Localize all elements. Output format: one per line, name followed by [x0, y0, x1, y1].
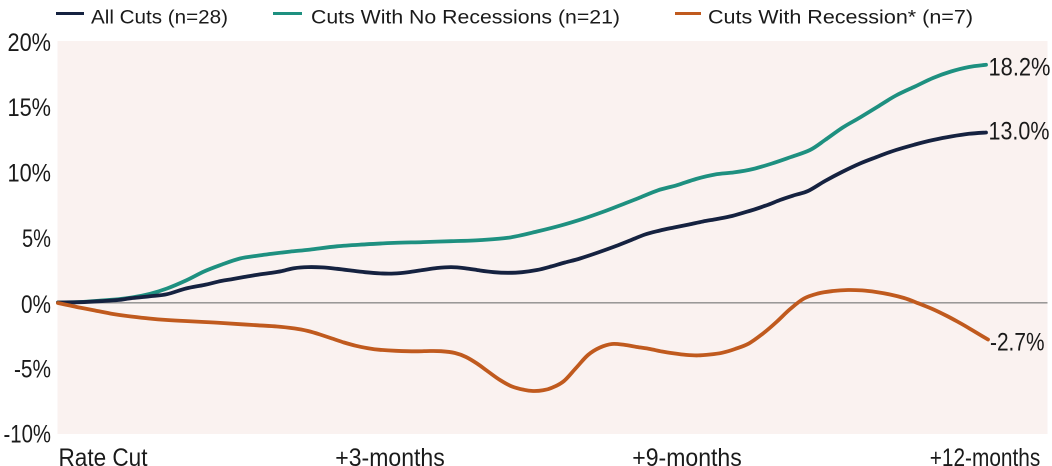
- svg-text:10%: 10%: [8, 160, 52, 188]
- svg-text:+3-months: +3-months: [335, 444, 445, 466]
- svg-text:15%: 15%: [8, 94, 52, 122]
- svg-text:Cuts With No Recessions (n=21): Cuts With No Recessions (n=21): [311, 6, 620, 28]
- svg-text:+9-months: +9-months: [632, 444, 742, 466]
- svg-text:All Cuts (n=28): All Cuts (n=28): [91, 6, 228, 28]
- svg-text:-2.7%: -2.7%: [990, 329, 1045, 357]
- svg-text:20%: 20%: [8, 29, 52, 57]
- svg-text:Cuts With Recession* (n=7): Cuts With Recession* (n=7): [708, 6, 973, 28]
- svg-text:-10%: -10%: [4, 421, 52, 449]
- svg-text:+12-months: +12-months: [930, 444, 1041, 466]
- svg-text:18.2%: 18.2%: [989, 53, 1051, 81]
- svg-text:0%: 0%: [21, 291, 51, 319]
- svg-text:5%: 5%: [22, 225, 51, 253]
- svg-text:Rate Cut: Rate Cut: [59, 444, 148, 466]
- svg-text:-5%: -5%: [14, 356, 51, 384]
- svg-text:13.0%: 13.0%: [989, 118, 1050, 146]
